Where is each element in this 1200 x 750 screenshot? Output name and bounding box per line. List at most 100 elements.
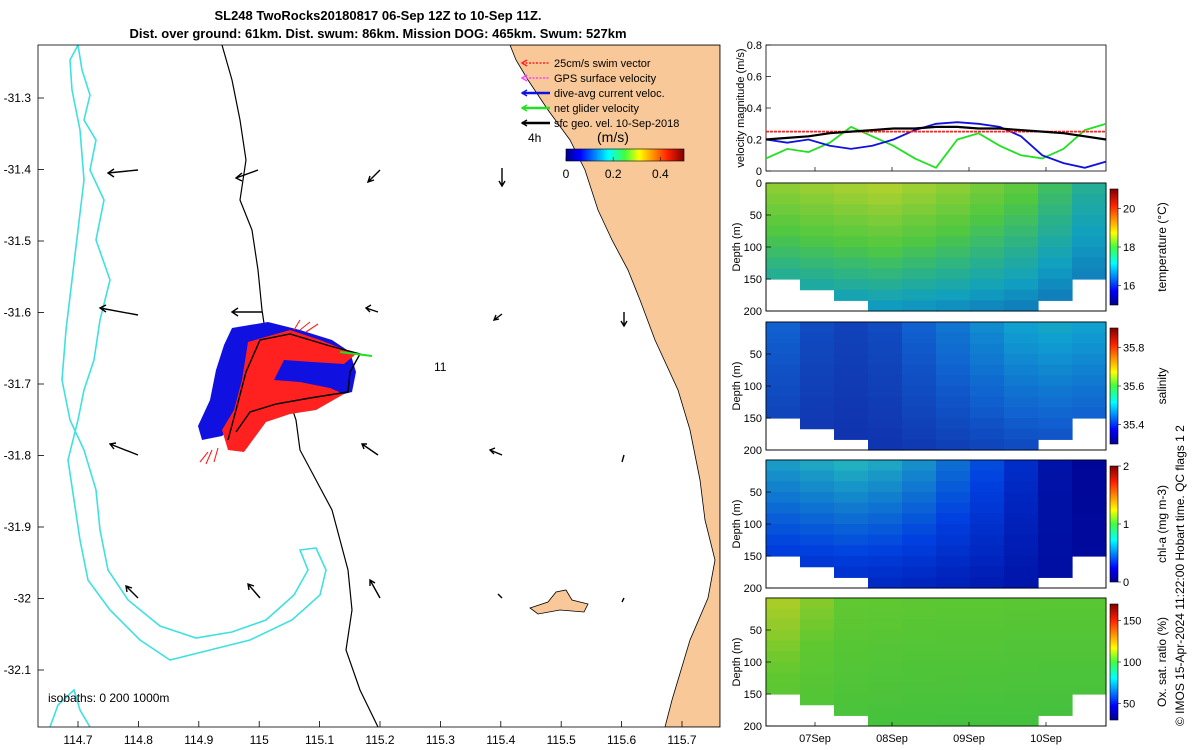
section-cell <box>1038 204 1073 216</box>
section-cell <box>868 418 903 430</box>
section-cell <box>834 662 869 674</box>
section-cell <box>1038 407 1073 419</box>
section-cell <box>1004 715 1039 727</box>
section-cell <box>1038 545 1073 557</box>
velocity-y-tick-label: 0.4 <box>747 103 762 115</box>
section-y-tick-label: 150 <box>744 413 762 425</box>
section-cell <box>1072 247 1107 259</box>
section-cell <box>1038 332 1073 344</box>
section-cell <box>936 470 971 482</box>
section-cell <box>834 332 869 344</box>
section-cell <box>800 396 835 408</box>
section-cell <box>800 502 835 514</box>
section-cell <box>834 322 869 334</box>
section-cell <box>970 704 1005 716</box>
section-cell <box>936 247 971 259</box>
section-cell <box>868 704 903 716</box>
section-cell <box>800 204 835 216</box>
section-cell <box>936 364 971 376</box>
section-cell <box>1038 215 1073 227</box>
section-cell <box>902 300 937 312</box>
section-cell <box>1038 460 1073 472</box>
section-cell <box>834 566 869 578</box>
section-cell <box>766 215 801 227</box>
section-cell <box>970 672 1005 684</box>
section-cell <box>936 672 971 684</box>
section-cell <box>970 460 1005 472</box>
time-tick-label: 07Sep <box>799 733 831 745</box>
section-cell <box>1004 386 1039 398</box>
section-colorbar-tick-label: 35.4 <box>1123 420 1144 432</box>
section-cell <box>936 193 971 205</box>
section-cell <box>1038 470 1073 482</box>
section-cell <box>834 460 869 472</box>
legend-label: net glider velocity <box>554 103 639 115</box>
section-cell <box>800 619 835 631</box>
section-cell <box>800 386 835 398</box>
section-cell <box>834 470 869 482</box>
section-cell <box>970 375 1005 387</box>
section-cell <box>1038 481 1073 493</box>
section-cell <box>970 407 1005 419</box>
section-cell <box>936 183 971 195</box>
section-cell <box>970 322 1005 334</box>
map-y-tick-label: -31.6 <box>4 306 32 320</box>
section-cell <box>868 608 903 620</box>
section-cell <box>936 257 971 269</box>
section-cell <box>800 225 835 237</box>
section-cell <box>766 524 801 536</box>
section-cell <box>1004 204 1039 216</box>
section-cell <box>766 257 801 269</box>
section-cell <box>1038 502 1073 514</box>
section-cell <box>868 630 903 642</box>
section-cell <box>936 375 971 387</box>
section-cell <box>936 556 971 568</box>
section-cell <box>1072 193 1107 205</box>
section-cell <box>970 418 1005 430</box>
section-cell <box>868 598 903 610</box>
section-cell <box>834 545 869 557</box>
section-cell <box>902 694 937 706</box>
time-tick-label: 09Sep <box>953 733 985 745</box>
section-cell <box>970 492 1005 504</box>
section-cell <box>1038 364 1073 376</box>
section-cell <box>970 332 1005 344</box>
time-tick-label: 10Sep <box>1030 733 1062 745</box>
map-x-tick-label: 114.8 <box>124 733 153 747</box>
section-cell <box>1004 524 1039 536</box>
section-cell <box>800 375 835 387</box>
section-cell <box>1038 193 1073 205</box>
section-cell <box>1038 396 1073 408</box>
section-cell <box>834 257 869 269</box>
isobath-1000 <box>61 45 327 661</box>
section-cell <box>1038 662 1073 674</box>
section-cell <box>1038 418 1073 430</box>
section-cell <box>1038 183 1073 195</box>
section-cell <box>970 386 1005 398</box>
section-cell <box>970 183 1005 195</box>
section-cell <box>1038 619 1073 631</box>
section-cell <box>902 683 937 695</box>
section-cell <box>868 651 903 663</box>
section-cell <box>868 204 903 216</box>
section-cell <box>936 289 971 301</box>
section-colorbar-tick-label: 50 <box>1123 698 1135 710</box>
velocity-y-tick-label: 0 <box>756 166 762 178</box>
section-cell <box>868 524 903 536</box>
section-cell <box>834 354 869 366</box>
section-cell <box>970 608 1005 620</box>
section-cell <box>936 418 971 430</box>
section-cell <box>902 640 937 652</box>
time-axis: 07Sep 08Sep 09Sep 10Sep <box>799 167 1062 745</box>
section-cell <box>766 608 801 620</box>
section-cell <box>936 640 971 652</box>
legend-label: sfc geo. vel. 10-Sep-2018 <box>554 118 679 130</box>
section-cell <box>936 577 971 589</box>
section-colorbar-label: salinity <box>1155 368 1169 405</box>
section-cell <box>936 407 971 419</box>
velocity-y-tick-label: 0.6 <box>747 72 762 84</box>
section-cell <box>1004 332 1039 344</box>
section-cell <box>868 470 903 482</box>
section-cell <box>766 343 801 355</box>
